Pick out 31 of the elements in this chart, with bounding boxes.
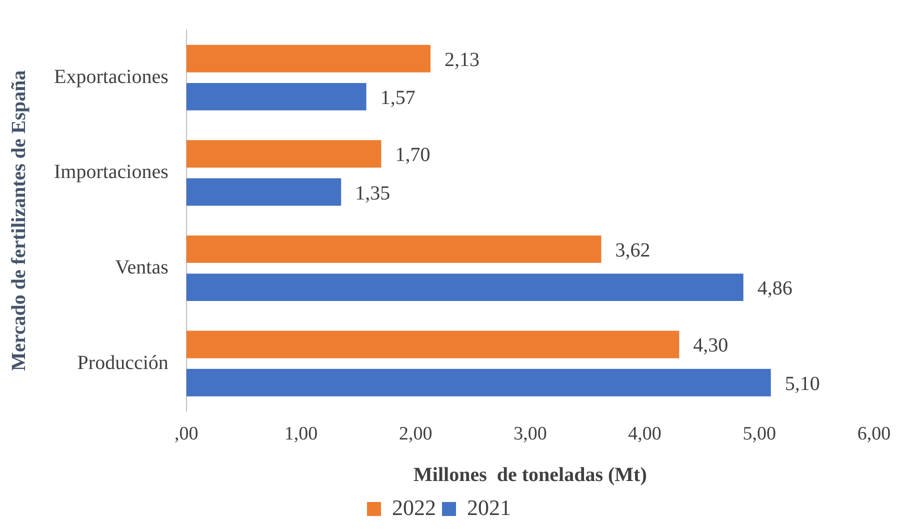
y-tick-label: Exportaciones bbox=[54, 66, 169, 88]
data-label: 1,35 bbox=[355, 182, 390, 204]
data-label: 2,13 bbox=[444, 48, 480, 71]
x-tick-label: 3,00 bbox=[514, 424, 547, 445]
bar bbox=[186, 330, 680, 358]
bar bbox=[186, 178, 342, 206]
x-axis-title: Millones de toneladas (Mt) bbox=[414, 464, 647, 486]
legend-label: 2021 bbox=[467, 494, 511, 520]
x-tick-label: 2,00 bbox=[398, 424, 432, 445]
y-tick-label: Ventas bbox=[115, 256, 169, 278]
bar bbox=[186, 274, 744, 302]
data-label: 3,62 bbox=[615, 239, 650, 262]
data-label: 4,30 bbox=[693, 334, 728, 357]
data-label: 1,57 bbox=[380, 86, 416, 109]
x-tick-label: 4,00 bbox=[628, 424, 662, 445]
bar bbox=[186, 44, 430, 72]
y-tick-label: Producción bbox=[77, 352, 168, 374]
x-tick-label: 1,00 bbox=[284, 424, 318, 445]
bar bbox=[186, 82, 366, 110]
data-label: 4,86 bbox=[757, 278, 792, 300]
x-tick-label: ,00 bbox=[174, 424, 198, 445]
bar bbox=[186, 140, 382, 168]
data-label: 1,70 bbox=[395, 144, 430, 166]
y-axis-title: Mercado de fertilizantes de España bbox=[8, 70, 30, 371]
data-label: 5,10 bbox=[784, 372, 820, 395]
bar bbox=[186, 235, 602, 263]
bar bbox=[186, 368, 771, 396]
x-tick-label: 6,00 bbox=[857, 424, 891, 445]
legend-label: 2022 bbox=[392, 494, 436, 520]
x-tick-label: 5,00 bbox=[742, 424, 776, 445]
y-tick-label: Importaciones bbox=[54, 161, 169, 184]
